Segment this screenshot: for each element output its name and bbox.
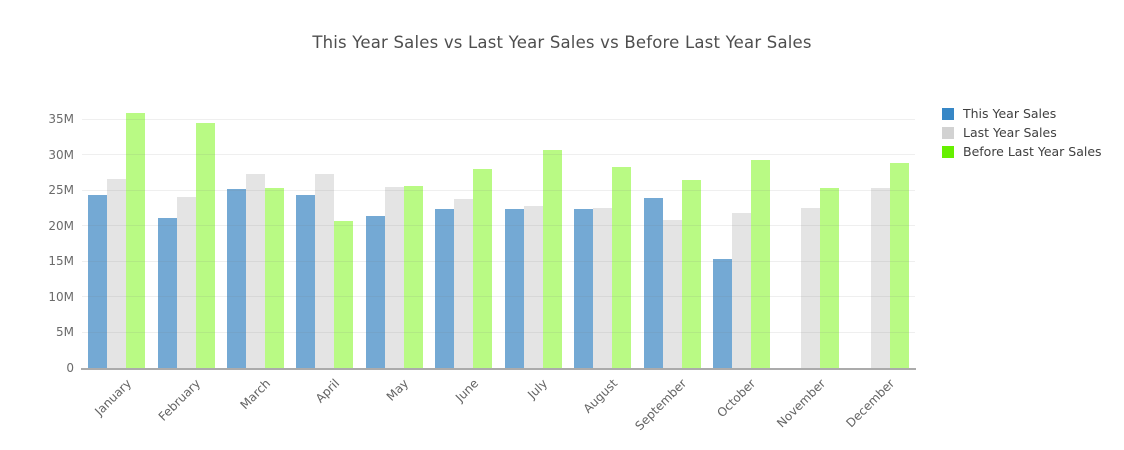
bar-february-last-year-sales[interactable] (176, 196, 196, 368)
bar-december-before-last-year-sales[interactable] (889, 163, 909, 368)
bar-march-last-year-sales[interactable] (246, 173, 266, 368)
bar-june-this-year-sales[interactable] (435, 209, 455, 368)
legend-label: Last Year Sales (963, 125, 1057, 140)
bar-january-before-last-year-sales[interactable] (126, 112, 146, 368)
legend-swatch-before-last-year-sales (942, 145, 954, 158)
legend-label: Before Last Year Sales (963, 144, 1102, 159)
chart-title: This Year Sales vs Last Year Sales vs Be… (312, 33, 812, 52)
bar-october-before-last-year-sales[interactable] (750, 160, 770, 368)
gridline-20M (82, 225, 915, 227)
bar-july-this-year-sales[interactable] (504, 208, 524, 368)
bar-april-last-year-sales[interactable] (315, 174, 335, 368)
gridline-25M (82, 189, 915, 191)
bar-june-before-last-year-sales[interactable] (473, 168, 493, 368)
bar-april-this-year-sales[interactable] (296, 195, 316, 368)
bar-april-before-last-year-sales[interactable] (334, 221, 354, 368)
y-axis-label-30M: 30M (48, 147, 74, 162)
gridline-15M (82, 260, 915, 262)
gridline-30M (82, 154, 915, 156)
bar-august-before-last-year-sales[interactable] (612, 167, 632, 368)
legend-item-before-last-year-sales[interactable]: Before Last Year Sales (942, 142, 1102, 161)
bar-august-last-year-sales[interactable] (593, 207, 613, 368)
bar-october-last-year-sales[interactable] (731, 212, 751, 368)
y-axis-label-25M: 25M (48, 183, 74, 198)
y-axis-label-5M: 5M (56, 325, 74, 340)
bar-november-last-year-sales[interactable] (801, 207, 821, 368)
bar-october-this-year-sales[interactable] (712, 259, 732, 368)
bar-may-this-year-sales[interactable] (365, 216, 385, 368)
bar-september-last-year-sales[interactable] (662, 220, 682, 368)
legend-swatch-this-year-sales (942, 107, 954, 120)
bar-june-last-year-sales[interactable] (454, 198, 474, 368)
bar-march-before-last-year-sales[interactable] (265, 188, 285, 368)
gridline-35M (82, 118, 915, 120)
legend-item-this-year-sales[interactable]: This Year Sales (942, 104, 1102, 123)
bar-january-this-year-sales[interactable] (88, 195, 108, 368)
y-axis-label-20M: 20M (48, 218, 74, 233)
bar-may-before-last-year-sales[interactable] (403, 185, 423, 368)
y-axis-label-0: 0 (66, 361, 74, 375)
x-axis-line (81, 368, 916, 370)
legend: This Year Sales Last Year Sales Before L… (942, 104, 1102, 161)
bar-july-before-last-year-sales[interactable] (542, 149, 562, 368)
bar-may-last-year-sales[interactable] (384, 186, 404, 368)
bar-february-this-year-sales[interactable] (157, 217, 177, 368)
bar-february-before-last-year-sales[interactable] (195, 123, 215, 368)
y-axis-label-15M: 15M (48, 254, 74, 269)
bar-september-this-year-sales[interactable] (643, 197, 663, 368)
gridline-10M (82, 296, 915, 298)
legend-label: This Year Sales (963, 106, 1057, 121)
legend-swatch-last-year-sales (942, 126, 954, 139)
bar-november-before-last-year-sales[interactable] (820, 188, 840, 368)
bar-december-last-year-sales[interactable] (870, 188, 890, 368)
bar-march-this-year-sales[interactable] (227, 189, 247, 368)
x-axis-label-january: January (91, 376, 134, 419)
y-axis-label-35M: 35M (48, 112, 74, 126)
bar-july-last-year-sales[interactable] (523, 205, 543, 368)
bar-january-last-year-sales[interactable] (107, 179, 127, 368)
y-axis-label-10M: 10M (48, 289, 74, 304)
bar-august-this-year-sales[interactable] (574, 208, 594, 368)
gridline-5M (82, 331, 915, 333)
legend-item-last-year-sales[interactable]: Last Year Sales (942, 123, 1102, 142)
bar-september-before-last-year-sales[interactable] (681, 180, 701, 368)
